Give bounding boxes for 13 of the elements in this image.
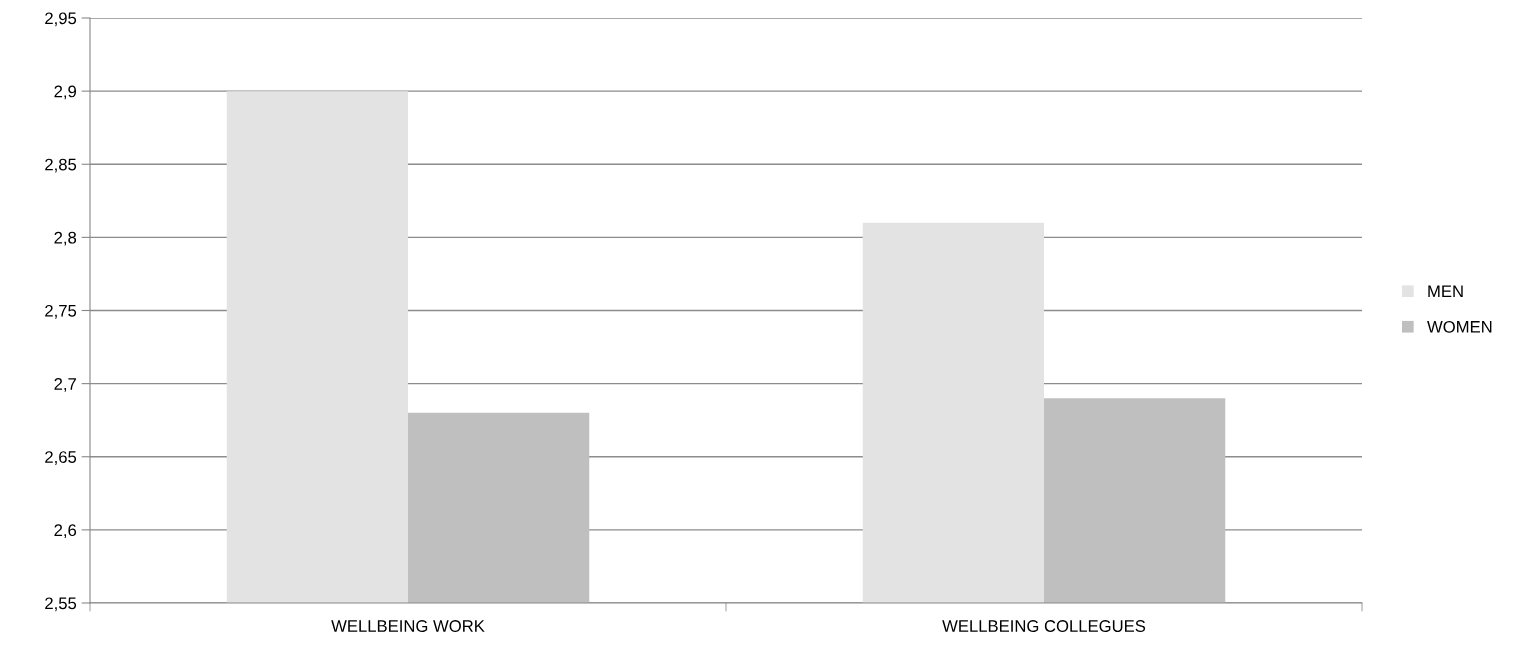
y-tick-label: 2,55	[45, 597, 77, 612]
x-tick-label: WELLBEING WORK	[331, 620, 485, 632]
y-tick-label: 2,7	[54, 378, 76, 392]
legend-label: WOMEN	[1427, 320, 1492, 333]
legend-label: MEN	[1428, 285, 1463, 298]
y-tick-label: 2,75	[45, 304, 77, 319]
y-tick-label: 2,9	[54, 85, 77, 100]
y-tick-label: 2,95	[45, 12, 77, 27]
y-tick-label: 2,8	[54, 231, 77, 246]
y-tick-label: 2,85	[45, 158, 77, 173]
y-tick-label: 2,65	[45, 451, 77, 465]
y-tick-label: 2,6	[54, 524, 77, 539]
x-tick-label: WELLBEING COLLEGUES	[942, 620, 1146, 632]
